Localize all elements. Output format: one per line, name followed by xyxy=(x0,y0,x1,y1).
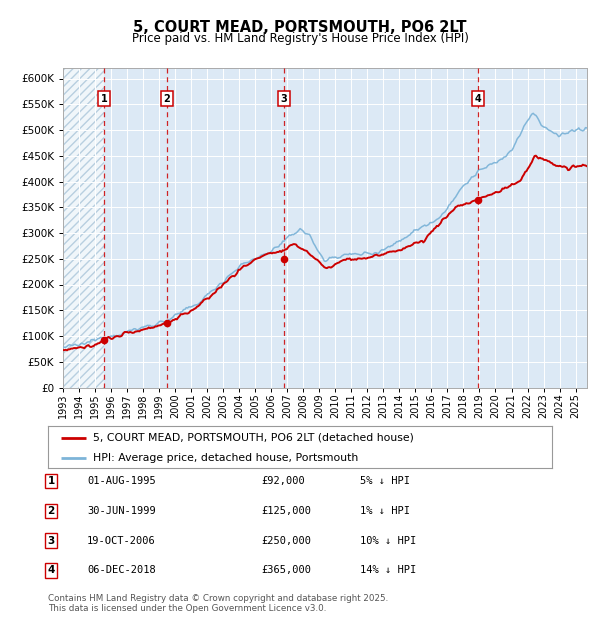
Text: 3: 3 xyxy=(47,536,55,546)
Text: £250,000: £250,000 xyxy=(261,536,311,546)
Bar xyxy=(63,68,104,388)
Text: HPI: Average price, detached house, Portsmouth: HPI: Average price, detached house, Port… xyxy=(94,453,359,463)
Text: 5, COURT MEAD, PORTSMOUTH, PO6 2LT (detached house): 5, COURT MEAD, PORTSMOUTH, PO6 2LT (deta… xyxy=(94,433,414,443)
Text: This data is licensed under the Open Government Licence v3.0.: This data is licensed under the Open Gov… xyxy=(48,603,326,613)
Text: 30-JUN-1999: 30-JUN-1999 xyxy=(87,506,156,516)
Text: 4: 4 xyxy=(475,94,482,104)
Text: Contains HM Land Registry data © Crown copyright and database right 2025.: Contains HM Land Registry data © Crown c… xyxy=(48,593,388,603)
Text: £92,000: £92,000 xyxy=(261,476,305,486)
Text: 5% ↓ HPI: 5% ↓ HPI xyxy=(360,476,410,486)
Text: 1: 1 xyxy=(47,476,55,486)
Text: 06-DEC-2018: 06-DEC-2018 xyxy=(87,565,156,575)
Text: 01-AUG-1995: 01-AUG-1995 xyxy=(87,476,156,486)
Bar xyxy=(63,68,104,388)
Text: Price paid vs. HM Land Registry's House Price Index (HPI): Price paid vs. HM Land Registry's House … xyxy=(131,32,469,45)
Text: 10% ↓ HPI: 10% ↓ HPI xyxy=(360,536,416,546)
Text: 1: 1 xyxy=(101,94,108,104)
Text: £125,000: £125,000 xyxy=(261,506,311,516)
Text: 1% ↓ HPI: 1% ↓ HPI xyxy=(360,506,410,516)
Text: 4: 4 xyxy=(47,565,55,575)
Text: 2: 2 xyxy=(47,506,55,516)
Text: 14% ↓ HPI: 14% ↓ HPI xyxy=(360,565,416,575)
Text: 19-OCT-2006: 19-OCT-2006 xyxy=(87,536,156,546)
Text: £365,000: £365,000 xyxy=(261,565,311,575)
Text: 5, COURT MEAD, PORTSMOUTH, PO6 2LT: 5, COURT MEAD, PORTSMOUTH, PO6 2LT xyxy=(133,20,467,35)
Text: 2: 2 xyxy=(164,94,170,104)
Text: 3: 3 xyxy=(281,94,287,104)
